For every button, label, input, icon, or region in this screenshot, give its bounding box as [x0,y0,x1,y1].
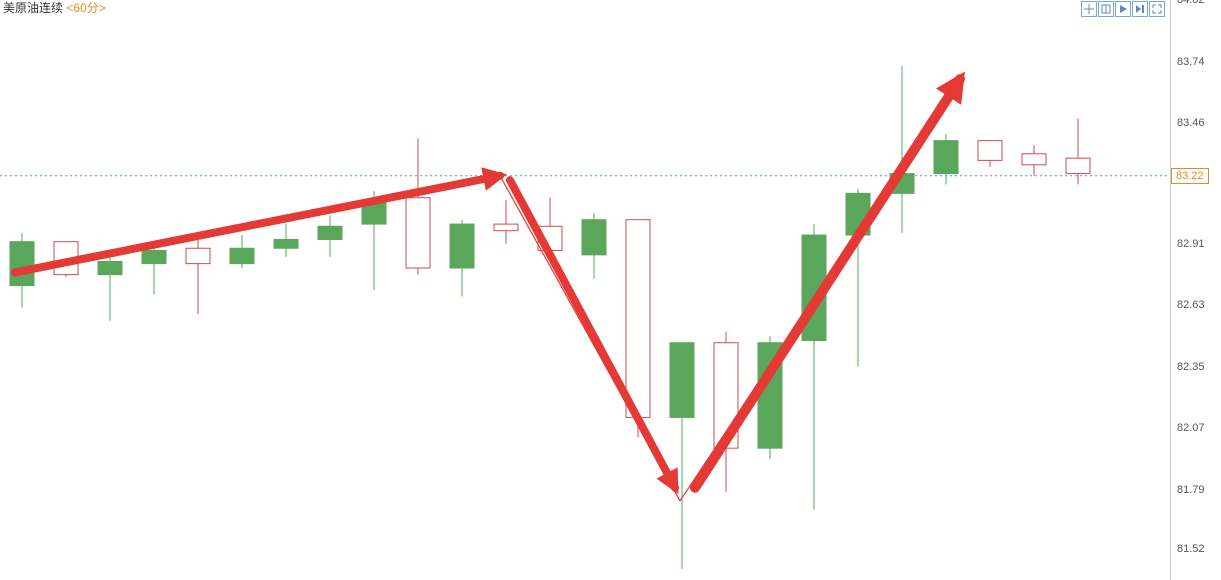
y-axis: 84.02 83.74 83.46 83.22 82.91 82.63 82.35 82.07… [1170,0,1221,580]
candle-body [670,343,694,418]
y-tick-label: 82.35 [1177,361,1205,373]
candle-body [10,242,34,286]
chart-svg [0,0,1171,580]
candle-body [1022,154,1046,165]
y-tick-label: 83.46 [1177,117,1205,129]
y-tick-label: 81.52 [1177,543,1205,555]
candle-body [230,248,254,263]
current-price-tag: 83.22 [1171,168,1209,184]
candle-body [142,250,166,263]
candlestick-chart[interactable] [0,0,1171,580]
candle-body [186,248,210,263]
candle-body [978,141,1002,161]
y-tick-label: 82.63 [1177,299,1205,311]
candle-body [494,224,518,231]
y-tick-label: 83.74 [1177,56,1205,68]
annotation-arrow [695,79,960,488]
candle-body [582,220,606,255]
candle-body [934,141,958,174]
y-tick-label: 84.02 [1177,0,1205,6]
candle-body [626,220,650,418]
candle-body [318,226,342,239]
candle-body [98,261,122,274]
candle-body [450,224,474,268]
y-tick-label: 82.07 [1177,422,1205,434]
y-tick-label: 81.79 [1177,484,1205,496]
candle-body [406,198,430,268]
y-tick-label: 82.91 [1177,238,1205,250]
candle-body [274,239,298,248]
candle-body [1066,158,1090,173]
